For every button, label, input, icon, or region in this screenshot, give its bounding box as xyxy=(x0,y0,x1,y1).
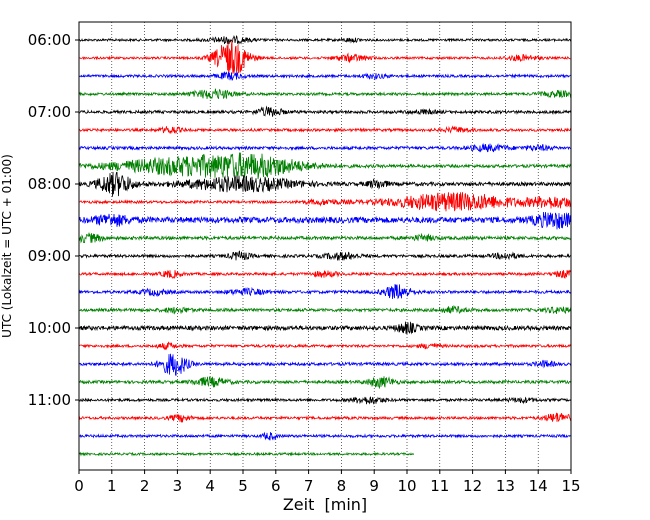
x-tick-label: 12 xyxy=(463,477,482,495)
seismic-trace xyxy=(78,152,572,180)
x-tick-label: 2 xyxy=(140,477,150,495)
seismic-trace xyxy=(78,35,572,46)
y-tick-label: 06:00 xyxy=(28,31,71,49)
seismic-trace xyxy=(78,211,572,230)
seismic-trace xyxy=(78,431,572,441)
x-tick-label: 9 xyxy=(369,477,379,495)
seismic-trace xyxy=(78,353,572,376)
seismic-trace xyxy=(78,269,572,279)
seismic-trace xyxy=(78,192,572,212)
y-tick-label: 07:00 xyxy=(28,103,71,121)
seismic-trace xyxy=(78,105,572,117)
plot-frame xyxy=(78,21,572,471)
plot-area xyxy=(79,22,571,470)
seismic-trace xyxy=(78,304,572,315)
x-tick-label: 8 xyxy=(337,477,347,495)
seismic-trace xyxy=(78,375,572,390)
x-axis-label: Zeit [min] xyxy=(283,495,367,514)
seismic-trace xyxy=(78,71,572,81)
x-tick-label: 11 xyxy=(430,477,449,495)
seismic-trace xyxy=(78,142,572,153)
y-axis-label: UTC (Lokalzeit = UTC + 01:00) xyxy=(0,154,14,338)
x-tick-label: 13 xyxy=(496,477,515,495)
x-tick-label: 1 xyxy=(107,477,117,495)
x-tick-label: 10 xyxy=(397,477,416,495)
x-tick-label: 14 xyxy=(529,477,548,495)
x-tick-label: 15 xyxy=(561,477,580,495)
y-tick-label: 09:00 xyxy=(28,247,71,265)
seismic-traces xyxy=(78,35,572,457)
seismic-trace xyxy=(78,125,572,135)
x-tick-label: 0 xyxy=(74,477,84,495)
y-tick-label: 11:00 xyxy=(28,391,71,409)
seismic-trace xyxy=(78,40,572,76)
x-axis: 0 1 2 3 4 5 6 7 8 9 10 11 12 13 14 15 xyxy=(74,470,581,495)
seismic-trace xyxy=(78,451,414,457)
seismic-trace xyxy=(78,341,572,351)
seismic-trace xyxy=(78,284,572,300)
x-tick-label: 6 xyxy=(271,477,281,495)
seismic-trace xyxy=(78,396,572,405)
x-tick-label: 7 xyxy=(304,477,314,495)
y-tick-label: 08:00 xyxy=(28,175,71,193)
y-axis: 06:00 07:00 08:00 09:00 10:00 11:00 xyxy=(28,31,79,409)
y-tick-label: 10:00 xyxy=(28,319,71,337)
seismic-trace xyxy=(78,412,572,423)
x-tick-label: 5 xyxy=(238,477,248,495)
seismic-trace xyxy=(78,88,572,100)
seismic-trace xyxy=(78,171,572,197)
seismic-trace xyxy=(78,321,572,335)
x-tick-label: 4 xyxy=(205,477,215,495)
seismic-trace xyxy=(78,250,572,261)
x-tick-label: 3 xyxy=(173,477,183,495)
seismic-trace xyxy=(78,232,572,244)
